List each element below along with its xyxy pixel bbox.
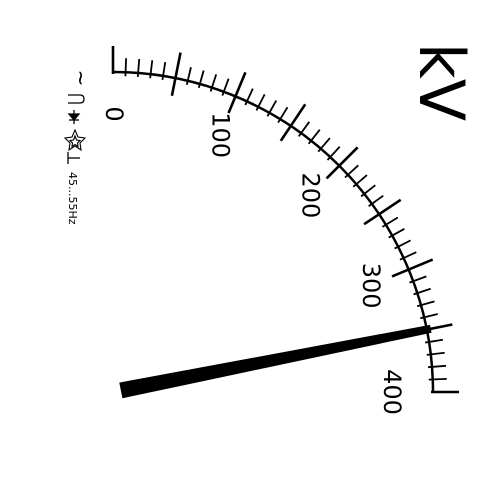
scale-label: 0 [100, 106, 128, 121]
minor-tick [424, 338, 444, 344]
scale-ticks [111, 46, 459, 394]
scale-labels: 0 100 200 300 400 [100, 106, 406, 415]
minor-tick [209, 74, 218, 92]
minor-tick [221, 78, 230, 96]
minor-tick [197, 70, 205, 89]
minor-tick [368, 194, 384, 207]
minor-tick [394, 239, 412, 250]
minor-tick [136, 58, 141, 78]
minor-tick [409, 275, 427, 284]
minor-tick [255, 93, 266, 111]
ac-symbol-icon: ~ [69, 70, 93, 87]
scale-label: 100 [206, 112, 234, 158]
minor-tick [161, 61, 167, 81]
major-tick [227, 71, 247, 114]
minor-tick [185, 67, 192, 85]
moving-iron-icon [68, 94, 85, 104]
minor-tick [416, 300, 435, 308]
minor-tick [388, 228, 405, 239]
vertical-position-icon [67, 152, 80, 164]
minor-tick [381, 216, 399, 228]
minor-tick [298, 121, 311, 137]
major-tick [391, 258, 434, 278]
scale-arc [112, 70, 435, 393]
minor-tick [427, 364, 447, 369]
minor-tick [277, 106, 289, 124]
major-tick [170, 52, 182, 97]
minor-tick [428, 377, 447, 381]
minor-tick [413, 287, 431, 296]
meter-needle [119, 324, 432, 399]
minor-tick [426, 351, 445, 356]
scale-label: 200 [297, 173, 325, 219]
major-tick [279, 103, 307, 142]
major-tick [363, 198, 402, 226]
scale-label: 400 [378, 369, 406, 415]
meter-symbols: ~ 45...55Hz [63, 70, 93, 225]
minor-tick [326, 146, 341, 161]
minor-tick [244, 88, 254, 106]
scale-arc-line [112, 70, 435, 393]
minor-tick [307, 129, 321, 145]
minor-tick [344, 164, 359, 179]
scale-label: 300 [357, 263, 385, 309]
minor-tick [266, 100, 277, 117]
needle-shape [119, 324, 432, 399]
minor-tick [399, 251, 417, 261]
minor-tick [360, 184, 376, 198]
minor-tick [317, 137, 331, 153]
minor-tick [124, 58, 128, 77]
minor-tick [352, 174, 368, 188]
insulation-test-star-icon [63, 128, 87, 152]
rectifier-icon [67, 110, 81, 124]
unit-label: kV [405, 43, 478, 121]
major-tick [325, 146, 359, 180]
minor-tick [149, 60, 154, 79]
minor-tick [420, 313, 438, 320]
frequency-range-label: 45...55Hz [66, 172, 79, 225]
